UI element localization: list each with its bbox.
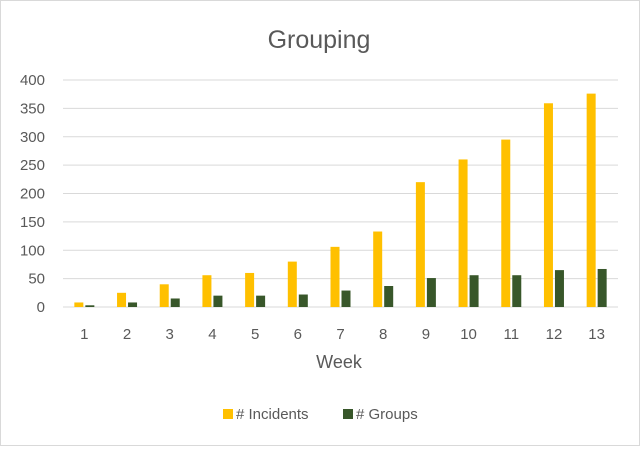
y-tick-label: 250 [20, 157, 45, 174]
bar-incidents-week-3 [159, 284, 169, 307]
bar-groups-week-1 [85, 305, 95, 307]
x-tick-label: 10 [460, 326, 477, 343]
chart-title: Grouping [268, 26, 371, 54]
bar-groups-week-9 [426, 278, 436, 307]
x-axis-title: Week [316, 352, 363, 372]
x-tick-label: 2 [123, 326, 131, 343]
bar-incidents-week-13 [586, 93, 596, 308]
legend: # Incidents # Groups [223, 406, 418, 423]
bar-incidents-week-9 [415, 182, 425, 307]
bar-groups-week-10 [469, 275, 479, 307]
x-tick-label: 4 [208, 326, 216, 343]
y-tick-label: 350 [20, 100, 45, 117]
bar-groups-week-4 [213, 295, 223, 307]
bar-groups-week-12 [554, 270, 564, 307]
bars [74, 93, 607, 308]
bar-groups-week-11 [512, 275, 522, 307]
x-tick-label: 3 [166, 326, 174, 343]
y-tick-label: 400 [20, 72, 45, 89]
x-tick-label: 8 [379, 326, 387, 343]
x-tick-label: 12 [546, 326, 563, 343]
legend-item-incidents: # Incidents [223, 406, 309, 423]
bar-incidents-week-6 [287, 261, 297, 307]
y-tick-label: 300 [20, 129, 45, 146]
x-tick-label: 9 [422, 326, 430, 343]
y-tick-label: 200 [20, 186, 45, 203]
x-axis-tick-labels: 1 2 3 4 5 6 7 8 9 10 11 12 13 [80, 326, 605, 343]
x-tick-label: 7 [336, 326, 344, 343]
bar-incidents-week-10 [458, 159, 468, 307]
bar-groups-week-6 [298, 294, 308, 307]
bar-groups-week-3 [170, 298, 180, 307]
bar-incidents-week-8 [373, 231, 383, 307]
legend-label: # Groups [356, 406, 418, 423]
x-tick-label: 11 [503, 326, 519, 343]
gridlines [63, 79, 618, 308]
x-tick-label: 5 [251, 326, 259, 343]
legend-item-groups: # Groups [343, 406, 418, 423]
legend-label: # Incidents [236, 406, 309, 423]
bar-groups-week-7 [341, 290, 351, 307]
bar-incidents-week-5 [245, 272, 255, 307]
y-tick-label: 150 [20, 214, 45, 231]
x-tick-label: 6 [294, 326, 302, 343]
legend-swatch [343, 409, 353, 419]
bar-groups-week-2 [128, 302, 138, 307]
bar-incidents-week-12 [543, 103, 553, 307]
y-tick-label: 0 [37, 299, 45, 316]
bar-incidents-week-1 [74, 302, 84, 307]
y-tick-label: 100 [20, 242, 45, 259]
x-tick-label: 13 [588, 326, 605, 343]
bar-incidents-week-11 [501, 139, 511, 307]
legend-swatch [223, 409, 233, 419]
y-tick-label: 50 [28, 271, 45, 288]
bar-groups-week-8 [384, 286, 394, 307]
bar-incidents-week-7 [330, 246, 340, 307]
bar-incidents-week-2 [117, 292, 127, 307]
bar-incidents-week-4 [202, 275, 212, 307]
x-tick-label: 1 [80, 326, 88, 343]
bar-groups-week-13 [597, 268, 607, 307]
y-axis-tick-labels: 0 50 100 150 200 250 300 350 400 [20, 72, 45, 316]
bar-groups-week-5 [256, 295, 266, 307]
